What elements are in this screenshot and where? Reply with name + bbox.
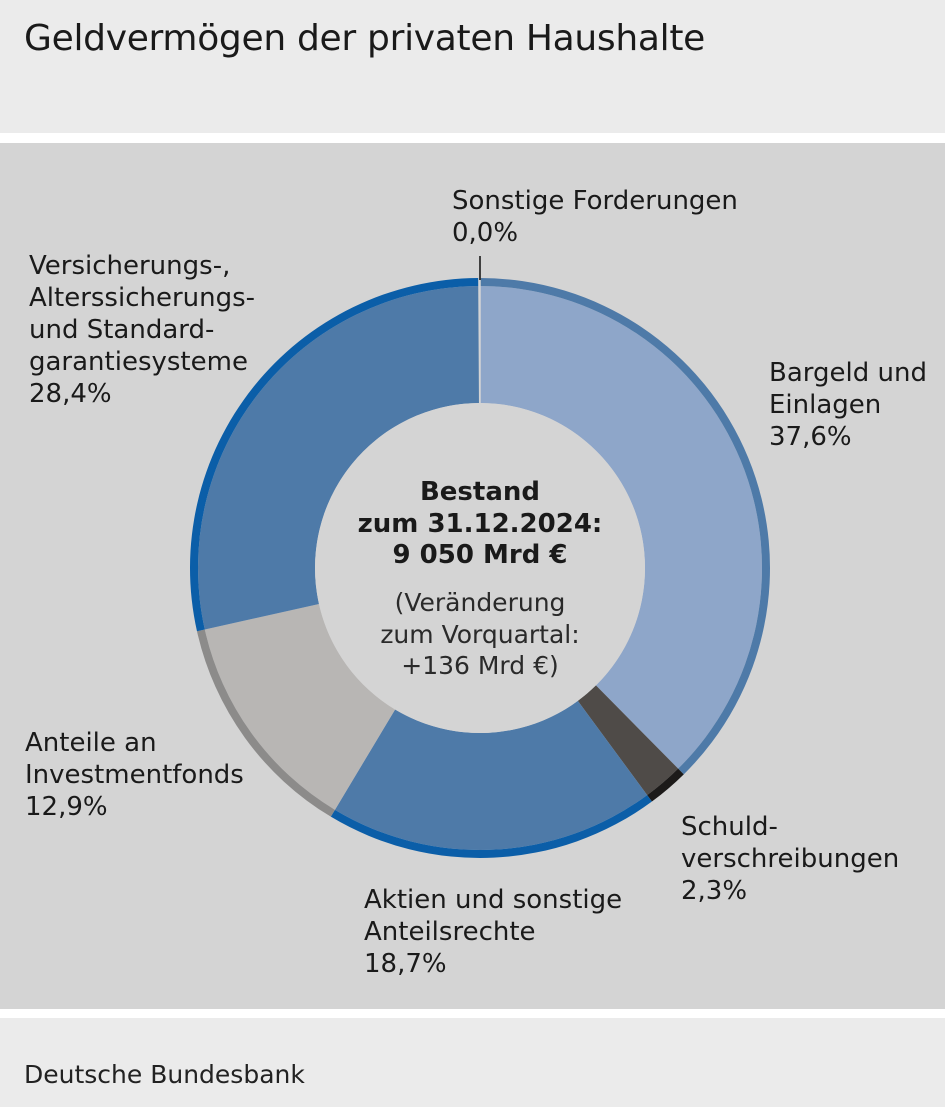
slice-anteile bbox=[204, 603, 396, 810]
center-text-line2: zum 31.12.2024: bbox=[358, 509, 603, 539]
slice-value-schuld: 2,3% bbox=[681, 876, 747, 906]
slice-label-line: und Standard- bbox=[29, 315, 214, 345]
slice-aktien bbox=[334, 700, 648, 850]
slice-label-schuld: Schuld-verschreibungen 2,3% bbox=[681, 812, 899, 906]
slice-value-bargeld: 37,6% bbox=[769, 422, 852, 452]
center-text-note2: zum Vorquartal: bbox=[380, 620, 579, 649]
slice-rim-schuld bbox=[647, 768, 684, 802]
donut-hole bbox=[315, 403, 645, 733]
slice-label-line: Bargeld und bbox=[769, 358, 927, 388]
slice-label-line: garantiesysteme bbox=[29, 347, 248, 377]
slice-bargeld bbox=[480, 286, 762, 769]
slice-label-aktien: Aktien und sonstige Anteilsrechte 18,7% bbox=[364, 885, 622, 979]
slice-label-line: Investmentfonds bbox=[25, 760, 244, 790]
slice-label-line: Schuld- bbox=[681, 812, 778, 842]
center-text-line3: 9 050 Mrd € bbox=[393, 540, 568, 570]
source-note: Deutsche Bundesbank bbox=[24, 1060, 305, 1089]
slice-label-versicherung: Versicherungs-, Alterssicherungs-und Stan… bbox=[29, 251, 255, 409]
center-text-line1: Bestand bbox=[420, 477, 540, 507]
slice-schuld bbox=[577, 685, 679, 796]
slice-label-line: verschreibungen bbox=[681, 844, 899, 874]
center-text-note3: +136 Mrd €) bbox=[401, 651, 559, 680]
slice-label-line: Aktien und sonstige bbox=[364, 885, 622, 915]
slice-label-anteile: Anteile an Investmentfonds 12,9% bbox=[25, 728, 244, 822]
slice-label-sonstige: Sonstige Forderungen 0,0% bbox=[452, 186, 738, 248]
header: Geldvermögen der privaten Haushalte bbox=[0, 0, 945, 133]
slice-label-line: Einlagen bbox=[769, 390, 881, 420]
footer bbox=[0, 1018, 945, 1107]
slice-label-line: Alterssicherungs- bbox=[29, 283, 255, 313]
slice-value-aktien: 18,7% bbox=[364, 949, 447, 979]
slice-label-line: Anteile an bbox=[25, 728, 157, 758]
chart-title: Geldvermögen der privaten Haushalte bbox=[24, 18, 706, 59]
slice-label-line: Anteilsrechte bbox=[364, 917, 536, 947]
center-text-note1: (Veränderung bbox=[395, 588, 566, 617]
slice-value-sonstige: 0,0% bbox=[452, 218, 518, 248]
slice-label-bargeld: Bargeld und Einlagen 37,6% bbox=[769, 358, 927, 452]
slice-label-line: Versicherungs-, bbox=[29, 251, 230, 281]
slice-versicherung bbox=[197, 286, 479, 630]
slice-value-anteile: 12,9% bbox=[25, 792, 108, 822]
slice-value-versicherung: 28,4% bbox=[29, 379, 112, 409]
slice-label-line: Sonstige Forderungen bbox=[452, 186, 738, 216]
slice-rim-aktien bbox=[330, 795, 652, 858]
